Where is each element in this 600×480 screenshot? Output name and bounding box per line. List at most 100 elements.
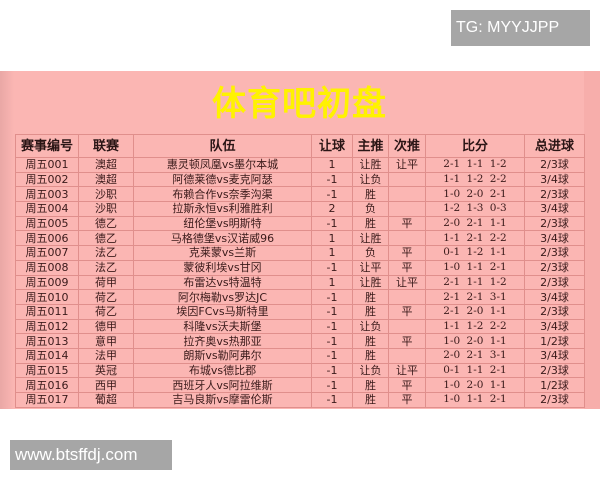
cell-main-pick: 胜	[352, 347, 389, 364]
cell-total-goals: 3/4球	[524, 201, 585, 217]
cell-match-id: 周五006	[15, 230, 79, 247]
cell-main-pick: 让负	[352, 171, 389, 188]
cell-scores: 1-0 2-0 1-1	[425, 377, 525, 393]
cell-total-goals: 3/4球	[524, 289, 585, 305]
cell-main-pick: 让胜	[352, 274, 389, 291]
cell-teams: 蒙彼利埃vs甘冈	[133, 259, 312, 276]
cell-teams: 拉斯永恒vs利雅胜利	[133, 201, 312, 217]
cell-match-id: 周五004	[15, 201, 79, 217]
cell-teams: 纽伦堡vs明斯特	[133, 215, 312, 232]
cell-total-goals: 2/3球	[524, 157, 585, 173]
table-row: 周五010 荷乙 阿尔梅勒vs罗达JC -1 胜 2-1 2-1 3-1 3/4球	[15, 289, 585, 305]
right-edge	[584, 71, 600, 409]
cell-handicap: -1	[311, 392, 353, 408]
cell-scores: 1-1 2-1 2-2	[425, 230, 525, 247]
cell-total-goals: 2/3球	[524, 259, 585, 276]
cell-total-goals: 2/3球	[524, 303, 585, 320]
table-row: 周五004 沙职 拉斯永恒vs利雅胜利 2 负 1-2 1-3 0-3 3/4球	[15, 201, 585, 217]
cell-second-pick: 平	[388, 377, 426, 393]
cell-handicap: 1	[311, 245, 353, 261]
cell-handicap: -1	[311, 362, 353, 379]
header-main-pick: 主推	[352, 134, 389, 158]
cell-second-pick: 平	[388, 392, 426, 408]
table-row: 周五003 沙职 布赖合作vs奈季沟渠 -1 胜 1-0 2-0 2-1 2/3球	[15, 186, 585, 203]
cell-teams: 马格德堡vs汉诺威96	[133, 230, 312, 247]
cell-total-goals: 2/3球	[524, 215, 585, 232]
cell-second-pick	[388, 318, 426, 335]
cell-match-id: 周五002	[15, 171, 79, 188]
table-row: 周五017 葡超 吉马良斯vs摩雷伦斯 -1 胜平 1-0 1-1 2-1 2/3球	[15, 392, 585, 408]
cell-total-goals: 3/4球	[524, 347, 585, 364]
cell-handicap: -1	[311, 259, 353, 276]
cell-main-pick: 负	[352, 245, 389, 261]
cell-second-pick: 让平	[388, 362, 426, 379]
table-row: 周五016 西甲 西班牙人vs阿拉维斯 -1 胜平 1-0 2-0 1-1 1/2球	[15, 377, 585, 393]
cell-league: 荷乙	[78, 289, 134, 305]
cell-scores: 0-1 1-1 2-1	[425, 362, 525, 379]
table-row: 周五001 澳超 惠灵顿凤凰vs墨尔本城 1 让胜 让平 2-1 1-1 1-2 2/3球	[15, 157, 585, 173]
cell-handicap: -1	[311, 303, 353, 320]
header-league: 联赛	[78, 134, 134, 158]
header-total-goals: 总进球	[524, 134, 585, 158]
cell-second-pick: 平	[388, 303, 426, 320]
cell-league: 法甲	[78, 347, 134, 364]
cell-match-id: 周五005	[15, 215, 79, 232]
cell-teams: 朗斯vs勒阿弗尔	[133, 347, 312, 364]
cell-league: 法乙	[78, 259, 134, 276]
cell-match-id: 周五001	[15, 157, 79, 173]
cell-second-pick	[388, 347, 426, 364]
cell-league: 荷乙	[78, 303, 134, 320]
cell-handicap: -1	[311, 171, 353, 188]
cell-scores: 0-1 1-2 1-1	[425, 245, 525, 261]
cell-main-pick: 负	[352, 201, 389, 217]
cell-second-pick: 平	[388, 259, 426, 276]
cell-league: 荷甲	[78, 274, 134, 291]
cell-main-pick: 胜	[352, 303, 389, 320]
cell-handicap: 1	[311, 274, 353, 291]
cell-league: 澳超	[78, 171, 134, 188]
watermark-tg: TG: MYYJJPP	[451, 10, 590, 46]
cell-second-pick	[388, 186, 426, 203]
header-scores: 比分	[425, 134, 525, 158]
cell-total-goals: 1/2球	[524, 333, 585, 349]
cell-scores: 1-0 1-1 2-1	[425, 392, 525, 408]
cell-league: 德甲	[78, 318, 134, 335]
cell-scores: 2-1 2-0 1-1	[425, 303, 525, 320]
table-row: 周五009 荷甲 布雷达vs特温特 1 让胜 让平 2-1 1-1 1-2 2/3球	[15, 274, 585, 291]
cell-main-pick: 让负	[352, 318, 389, 335]
cell-teams: 拉齐奥vs热那亚	[133, 333, 312, 349]
cell-league: 澳超	[78, 157, 134, 173]
cell-main-pick: 让胜	[352, 157, 389, 173]
cell-second-pick	[388, 289, 426, 305]
cell-handicap: -1	[311, 347, 353, 364]
cell-handicap: 1	[311, 157, 353, 173]
cell-teams: 布赖合作vs奈季沟渠	[133, 186, 312, 203]
cell-league: 德乙	[78, 230, 134, 247]
cell-second-pick: 平	[388, 333, 426, 349]
cell-handicap: -1	[311, 333, 353, 349]
cell-teams: 吉马良斯vs摩雷伦斯	[133, 392, 312, 408]
cell-match-id: 周五010	[15, 289, 79, 305]
cell-main-pick: 胜	[352, 289, 389, 305]
cell-scores: 1-2 1-3 0-3	[425, 201, 525, 217]
header-match-id: 赛事编号	[15, 134, 79, 158]
header-row: 赛事编号 联赛 队伍 让球 主推 次推 比分 总进球	[15, 134, 585, 158]
cell-scores: 2-0 2-1 1-1	[425, 215, 525, 232]
cell-handicap: -1	[311, 289, 353, 305]
cell-second-pick: 平	[388, 245, 426, 261]
cell-second-pick	[388, 230, 426, 247]
cell-teams: 科隆vs沃夫斯堡	[133, 318, 312, 335]
cell-main-pick: 胜	[352, 377, 389, 393]
header-handicap: 让球	[311, 134, 353, 158]
cell-total-goals: 2/3球	[524, 274, 585, 291]
cell-total-goals: 2/3球	[524, 186, 585, 203]
table-row: 周五011 荷乙 埃因FCvs马斯特里 -1 胜平 2-1 2-0 1-1 2/3球	[15, 303, 585, 320]
watermark-site: www.btsffdj.com	[10, 440, 172, 470]
cell-handicap: -1	[311, 186, 353, 203]
cell-main-pick: 让负	[352, 362, 389, 379]
cell-handicap: -1	[311, 215, 353, 232]
cell-total-goals: 1/2球	[524, 377, 585, 393]
cell-total-goals: 3/4球	[524, 171, 585, 188]
cell-total-goals: 2/3球	[524, 245, 585, 261]
cell-teams: 西班牙人vs阿拉维斯	[133, 377, 312, 393]
